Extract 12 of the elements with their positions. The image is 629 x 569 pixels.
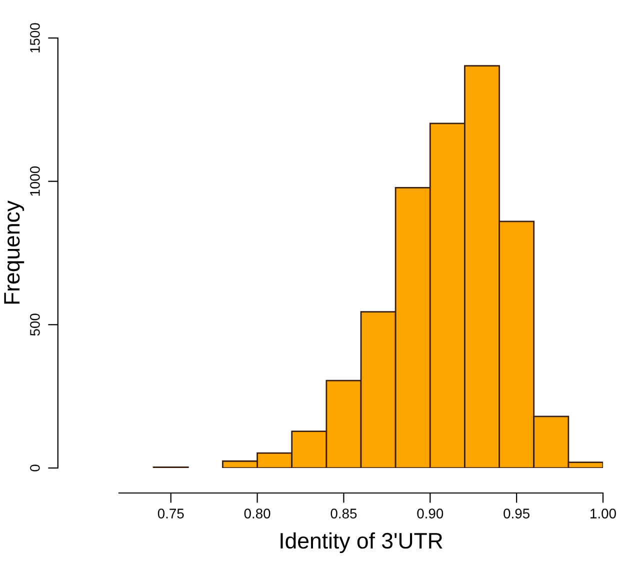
x-tick-label: 0.80 (244, 508, 270, 518)
y-tick-label: 500 (30, 314, 40, 336)
y-tick-label: 1000 (30, 166, 40, 196)
y-tick-label: 1500 (30, 23, 40, 52)
x-tick-label: 0.75 (158, 508, 184, 518)
x-tick-label: 0.95 (504, 508, 530, 518)
y-axis-title: Frequency (4, 200, 24, 304)
x-axis-title: Identity of 3'UTR (280, 532, 442, 554)
y-tick-label: 0 (30, 464, 40, 472)
x-tick-label: 1.00 (590, 508, 616, 518)
x-tick-label: 0.85 (330, 508, 357, 518)
x-tick-label: 0.90 (417, 508, 444, 518)
